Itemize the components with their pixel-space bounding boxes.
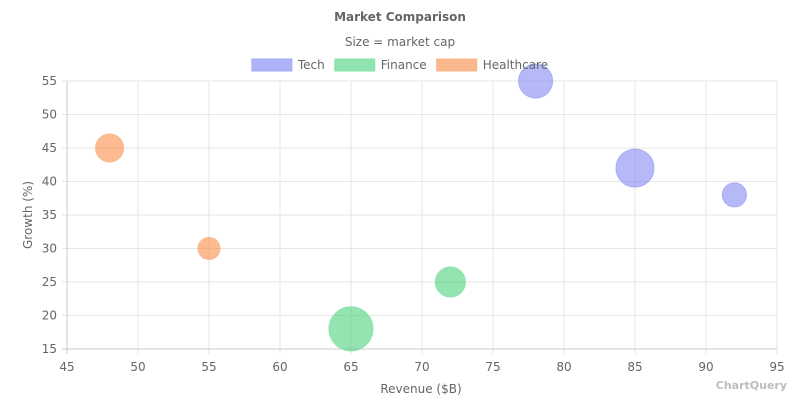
y-tick-label: 15 (42, 342, 57, 356)
legend-swatch (251, 58, 293, 72)
healthcare-bubble[interactable] (197, 237, 221, 260)
tech-bubble[interactable] (615, 148, 655, 188)
x-tick-label: 95 (769, 360, 784, 374)
legend-item-healthcare[interactable]: Healthcare (436, 58, 548, 72)
grid (62, 80, 778, 354)
x-tick-label: 80 (556, 360, 571, 374)
chart-title: Market Comparison (334, 10, 466, 24)
tech-bubble[interactable] (518, 63, 554, 99)
tech-bubble[interactable] (721, 182, 747, 208)
data-points (95, 63, 747, 352)
legend-label: Tech (297, 58, 325, 72)
legend-swatch (436, 58, 478, 72)
y-tick-label: 40 (42, 175, 57, 189)
y-tick-label: 25 (42, 275, 57, 289)
x-tick-label: 70 (414, 360, 429, 374)
y-tick-label: 45 (42, 141, 57, 155)
watermark: ChartQuery (716, 379, 787, 392)
x-tick-label: 65 (343, 360, 358, 374)
finance-bubble[interactable] (434, 266, 466, 298)
legend-item-tech[interactable]: Tech (251, 58, 325, 72)
legend: Tech Finance Healthcare (251, 58, 548, 72)
x-axis-label: Revenue ($B) (380, 382, 461, 396)
x-tick-label: 45 (59, 360, 74, 374)
chart-subtitle: Size = market cap (345, 35, 455, 49)
x-tick-label: 55 (201, 360, 216, 374)
x-tick-label: 50 (130, 360, 145, 374)
y-tick-label: 55 (42, 74, 57, 88)
legend-label: Healthcare (483, 58, 548, 72)
finance-bubble[interactable] (328, 306, 374, 352)
legend-item-finance[interactable]: Finance (334, 58, 427, 72)
y-tick-label: 20 (42, 309, 57, 323)
x-tick-label: 75 (485, 360, 500, 374)
x-tick-label: 85 (627, 360, 642, 374)
x-tick-label: 60 (272, 360, 287, 374)
y-tick-label: 50 (42, 108, 57, 122)
y-axis-label: Growth (%) (21, 181, 35, 249)
y-tick-label: 30 (42, 242, 57, 256)
x-tick-label: 90 (698, 360, 713, 374)
legend-swatch (334, 58, 376, 72)
axes: 45 50 55 60 65 70 75 80 85 90 95 15 20 25 30 35 40 45 50 55 (42, 74, 785, 374)
healthcare-bubble[interactable] (95, 133, 125, 163)
y-tick-label: 35 (42, 208, 57, 222)
legend-label: Finance (381, 58, 427, 72)
